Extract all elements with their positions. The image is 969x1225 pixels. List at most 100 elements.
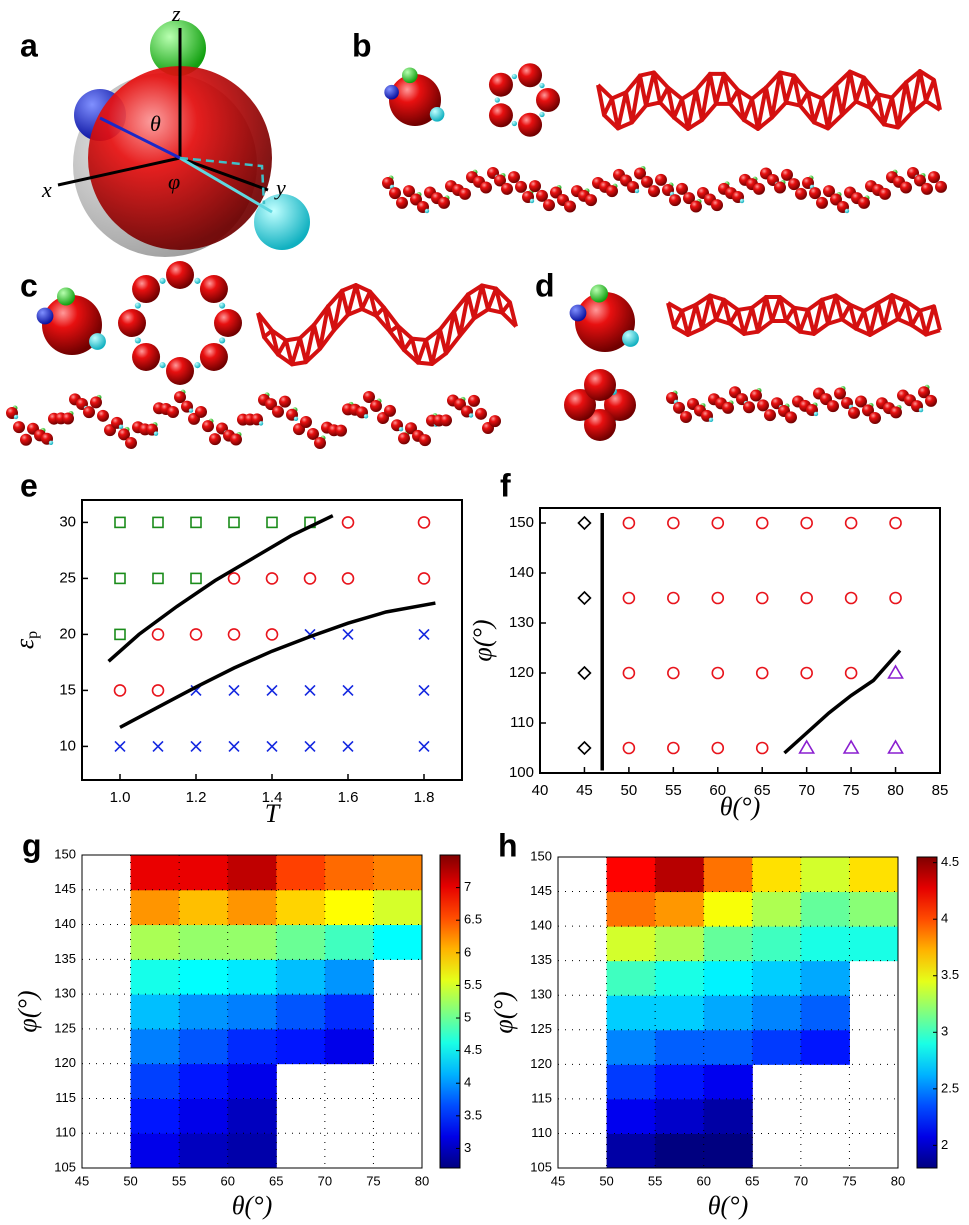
panel-label: e — [20, 467, 38, 503]
angle-label: φ — [168, 169, 180, 194]
bead — [20, 433, 32, 446]
bead — [396, 196, 408, 209]
y-tick-label: 110 — [510, 714, 534, 731]
bead — [468, 394, 480, 407]
x-tick-label: 1.6 — [338, 789, 359, 806]
bead — [335, 424, 347, 437]
bead — [750, 389, 762, 402]
heat-cell — [800, 857, 850, 893]
ribbon — [596, 69, 942, 131]
point — [577, 515, 592, 531]
bead — [515, 180, 527, 193]
heat-cell — [703, 960, 753, 996]
heat-cell — [179, 889, 229, 926]
bead — [194, 277, 201, 284]
x-tick-label: 45 — [551, 1173, 565, 1188]
bead — [118, 424, 124, 430]
point — [622, 741, 636, 755]
heat-cell — [752, 995, 802, 1031]
bead — [62, 412, 74, 425]
x-tick-label: 40 — [532, 782, 549, 799]
bead — [398, 426, 404, 432]
heat-cell — [324, 1028, 374, 1065]
x-axis-label: T — [265, 799, 281, 828]
heat-cell — [276, 889, 326, 926]
y-tick-label: 125 — [530, 1021, 552, 1036]
chart: 1.0 1.2 1.4 1.6 1.8 10 15 20 25 30 Tεp — [10, 499, 463, 828]
point — [622, 591, 636, 605]
y-tick-label: 140 — [509, 564, 534, 581]
heat-cell — [227, 994, 277, 1030]
bead — [475, 407, 487, 420]
heat-cell — [800, 995, 850, 1031]
point — [711, 741, 725, 755]
bead — [648, 185, 660, 198]
axis-label: x — [41, 177, 52, 202]
heat-cell — [606, 1029, 656, 1065]
heat-cell — [752, 891, 802, 927]
point — [303, 572, 317, 585]
x-axis-label: θ(°) — [708, 1191, 749, 1220]
bead — [823, 185, 835, 198]
bead — [918, 407, 924, 413]
point — [418, 684, 430, 696]
point — [114, 572, 126, 585]
bead — [781, 168, 793, 181]
bead — [518, 63, 543, 88]
bead — [788, 178, 800, 191]
bead — [363, 414, 369, 419]
bead — [590, 284, 608, 303]
plot-frame — [557, 856, 899, 1169]
point — [622, 666, 636, 680]
heat-cell — [227, 1133, 277, 1169]
bead — [928, 171, 940, 184]
point — [800, 516, 813, 530]
point — [844, 516, 858, 530]
point — [266, 516, 278, 529]
axis-label: y — [274, 175, 286, 200]
bead — [676, 182, 688, 195]
bead — [468, 413, 474, 418]
x-tick-label: 65 — [745, 1173, 759, 1188]
point — [842, 739, 860, 754]
y-tick-label: 25 — [59, 569, 76, 586]
bead — [914, 174, 926, 187]
bead — [690, 200, 702, 213]
colorbar-tick-label: 4.5 — [464, 1042, 482, 1057]
heat-cell — [130, 1133, 180, 1169]
point — [266, 740, 278, 752]
bead — [785, 411, 797, 424]
bead — [584, 409, 616, 441]
bead — [575, 292, 635, 352]
bead — [300, 415, 312, 428]
heat-cell — [324, 889, 374, 926]
bead — [153, 431, 159, 436]
point — [711, 666, 725, 680]
panel-label: h — [498, 827, 518, 863]
x-tick-label: 1.0 — [110, 789, 131, 806]
renders — [6, 63, 947, 449]
colorbar-tick-label: 3 — [941, 1024, 948, 1039]
bead — [921, 182, 933, 195]
heat-cell — [179, 959, 229, 995]
bead — [925, 394, 937, 407]
heat-cell — [324, 959, 374, 995]
panel-label: b — [352, 27, 372, 63]
bead — [827, 400, 839, 413]
x-tick-label: 1.8 — [414, 789, 435, 806]
bead — [536, 189, 548, 202]
bead — [89, 333, 106, 350]
point — [152, 516, 164, 529]
plot-frame — [81, 499, 463, 781]
bead — [209, 433, 221, 446]
y-axis-label-sub: p — [24, 631, 41, 639]
heat-cell — [655, 960, 705, 996]
bead — [816, 196, 828, 209]
bead — [166, 261, 194, 289]
y-tick-label: 105 — [530, 1159, 552, 1174]
y-tick-label: 125 — [54, 1020, 76, 1035]
point — [889, 516, 902, 530]
projection — [179, 156, 266, 205]
point — [114, 516, 126, 529]
